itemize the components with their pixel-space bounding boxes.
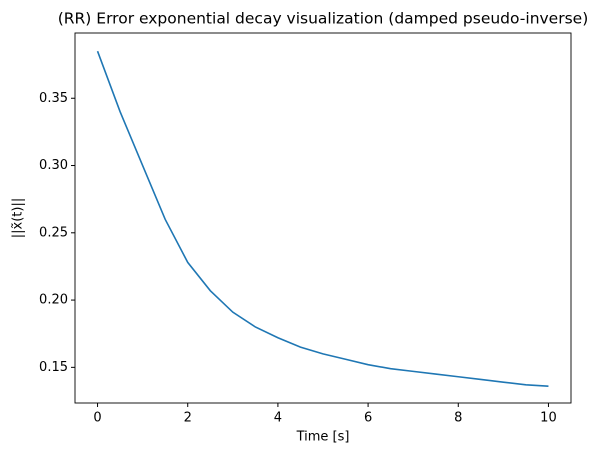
x-tick-label: 10 xyxy=(540,411,557,426)
x-axis-label: Time [s] xyxy=(296,430,350,445)
y-tick-label: 0.20 xyxy=(39,293,68,308)
y-tick-label: 0.15 xyxy=(39,360,68,375)
plot-frame xyxy=(74,32,572,404)
x-tick-label: 0 xyxy=(93,411,101,426)
x-tick-label: 4 xyxy=(274,411,282,426)
x-tick-label: 2 xyxy=(184,411,192,426)
line-series xyxy=(96,50,549,387)
y-tick-label: 0.30 xyxy=(39,158,68,173)
chart-title: (RR) Error exponential decay visualizati… xyxy=(58,10,589,28)
x-tick-label: 6 xyxy=(364,411,372,426)
x-tick-label: 8 xyxy=(454,411,462,426)
y-axis-label: ||x̃(t)|| xyxy=(11,198,26,238)
y-tick-label: 0.35 xyxy=(39,91,68,106)
y-tick-label: 0.25 xyxy=(39,225,68,240)
